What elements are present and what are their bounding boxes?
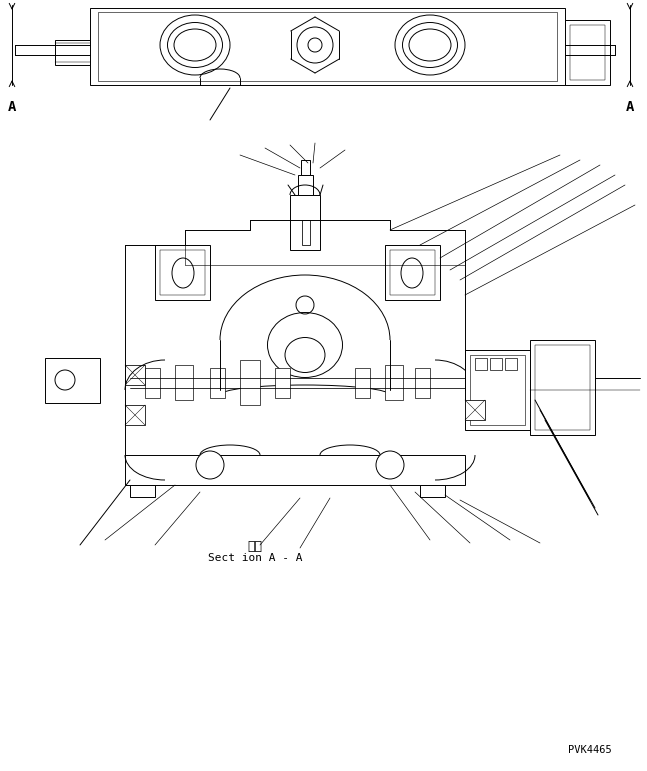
Bar <box>390 250 435 295</box>
Bar <box>385 245 440 300</box>
Bar <box>470 355 525 425</box>
Bar <box>535 345 590 430</box>
Bar <box>302 220 310 245</box>
Bar <box>301 160 310 175</box>
Text: Sect ion A - A: Sect ion A - A <box>208 553 302 563</box>
Bar <box>155 245 210 300</box>
Text: 断面: 断面 <box>248 540 263 553</box>
Bar <box>290 195 320 250</box>
Text: A: A <box>626 100 634 114</box>
Bar <box>275 368 290 398</box>
Bar <box>420 485 445 497</box>
Bar <box>45 358 100 403</box>
Circle shape <box>55 370 75 390</box>
Bar <box>298 175 313 195</box>
Bar <box>175 365 193 400</box>
Bar <box>160 250 205 295</box>
Circle shape <box>196 451 224 479</box>
Bar <box>125 455 465 485</box>
Bar <box>210 368 225 398</box>
Bar <box>125 405 145 425</box>
Bar <box>90 8 565 85</box>
Bar <box>355 368 370 398</box>
Text: A: A <box>8 100 16 114</box>
Bar <box>465 350 530 430</box>
Bar <box>240 360 260 405</box>
Text: PVK4465: PVK4465 <box>568 745 612 755</box>
Bar <box>465 400 485 420</box>
Circle shape <box>376 451 404 479</box>
Bar <box>570 25 605 80</box>
Bar <box>145 368 160 398</box>
Bar <box>130 485 155 497</box>
Bar <box>98 12 557 81</box>
Bar <box>530 340 595 435</box>
Bar <box>565 20 610 85</box>
Bar <box>475 358 487 370</box>
Bar <box>415 368 430 398</box>
Bar <box>55 40 90 65</box>
Bar <box>125 365 145 385</box>
Bar <box>385 365 403 400</box>
Bar <box>505 358 517 370</box>
Bar <box>490 358 502 370</box>
